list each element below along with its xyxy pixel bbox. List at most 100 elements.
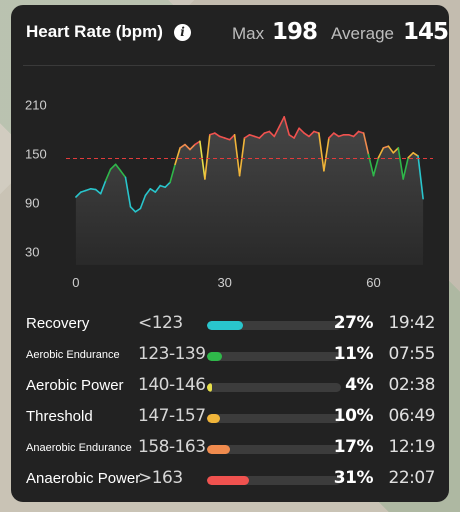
heart-rate-line-segment (99, 179, 107, 195)
heart-rate-line-segment (417, 155, 424, 200)
heart-rate-line-segment (90, 188, 97, 191)
zone-progress-fill (207, 476, 249, 485)
zone-time: 12:19 (388, 437, 436, 457)
heart-rate-line-segment (174, 147, 181, 166)
heart-rate-line-segment (347, 134, 355, 138)
heart-rate-line-segment (263, 130, 271, 134)
heart-rate-line-segment (218, 135, 226, 139)
heart-rate-line-segment (402, 156, 410, 180)
info-icon[interactable]: i (174, 24, 191, 41)
heart-rate-line-segment (268, 130, 276, 138)
heart-rate-line-segment (328, 132, 335, 139)
heart-rate-line-segment (288, 134, 295, 139)
heart-rate-line-segment (323, 137, 330, 172)
zone-range: >163 (138, 468, 183, 488)
y-tick-label: 30 (25, 245, 39, 260)
heart-rate-line-segment (154, 184, 161, 193)
heart-rate-line-segment (352, 130, 360, 138)
zone-progress-fill (207, 445, 230, 454)
zone-name: Threshold (26, 408, 93, 425)
zone-range: 123-139 (138, 344, 206, 364)
heart-rate-line-segment (303, 132, 310, 138)
zone-row: Anaerobic Power >163 31% 22:07 (11, 467, 449, 491)
zone-row: Recovery <123 27% 19:42 (11, 312, 449, 336)
average-label: Average (331, 24, 395, 43)
heart-rate-line-segment (337, 134, 345, 138)
zone-time: 06:49 (388, 406, 436, 426)
zone-percent: 11% (333, 344, 374, 364)
heart-rate-line-segment (124, 176, 132, 208)
zone-percent: 31% (333, 468, 374, 488)
y-tick-label: 90 (25, 196, 39, 211)
heart-rate-line-segment (238, 137, 246, 177)
zone-progress-track (207, 445, 341, 454)
heart-rate-line-segment (75, 191, 82, 198)
zone-time: 02:38 (388, 375, 436, 395)
heart-rate-line-segment (194, 140, 201, 146)
zone-range: 140-146 (138, 375, 206, 395)
heart-rate-line-segment (114, 163, 122, 172)
zone-progress-fill (207, 352, 222, 361)
zone-name: Recovery (26, 315, 90, 332)
heart-rate-line-segment (184, 143, 191, 151)
heart-rate-line-segment (382, 145, 390, 149)
heart-rate-line-segment (248, 134, 256, 138)
y-tick-label: 150 (25, 146, 47, 161)
heart-rate-line-segment (80, 189, 87, 193)
y-tick-label: 210 (25, 97, 47, 112)
zone-progress-fill (207, 383, 213, 392)
heart-rate-line-segment (332, 132, 340, 138)
x-tick-label: 60 (366, 275, 380, 290)
zone-percent: 17% (333, 437, 374, 457)
card-header: Heart Rate (bpm) i Max 198 Average 145 (11, 5, 449, 63)
zone-time: 19:42 (388, 313, 436, 333)
heart-rate-line-segment (387, 145, 395, 154)
heart-rate-line-segment (318, 132, 325, 172)
heart-rate-line-segment (228, 134, 236, 141)
max-label: Max (232, 24, 265, 43)
zone-progress-fill (207, 321, 244, 330)
zone-percent: 4% (345, 375, 373, 395)
heart-rate-line-segment (179, 143, 186, 149)
heart-rate-area (75, 116, 424, 265)
heart-rate-line-segment (293, 127, 300, 139)
zone-name: Aerobic Power (26, 377, 124, 394)
max-value: 198 (272, 19, 318, 45)
heart-rate-line-segment (362, 132, 370, 156)
heart-rate-line-segment (397, 147, 405, 180)
heart-rate-line-segment (412, 152, 419, 157)
heart-rate-line-segment (169, 163, 176, 184)
heart-rate-line-segment (298, 127, 305, 134)
heart-rate-line-segment (372, 156, 380, 177)
heart-rate-line-segment (223, 137, 231, 141)
zone-row: Aerobic Power 140-146 4% 02:38 (11, 374, 449, 398)
zone-name: Anaerobic Endurance (26, 442, 132, 454)
heart-rate-line-segment (253, 135, 261, 139)
heart-rate-line-segment (129, 206, 137, 213)
zone-name: Aerobic Endurance (26, 349, 120, 361)
x-tick-label: 0 (72, 275, 79, 290)
zone-progress-track (207, 352, 341, 361)
heart-rate-line-segment (159, 184, 166, 188)
heart-rate-line-segment (367, 153, 375, 177)
zone-progress-track (207, 383, 341, 392)
zone-row: Threshold 147-157 10% 06:49 (11, 405, 449, 429)
heart-rate-line-segment (149, 188, 157, 193)
heart-rate-line-segment (243, 134, 251, 139)
zone-row: Anaerobic Endurance 158-163 17% 12:19 (11, 436, 449, 460)
heart-rate-line-segment (214, 132, 221, 138)
heart-rate-line-segment (308, 130, 315, 138)
header-divider (23, 65, 435, 66)
zone-progress-fill (207, 414, 221, 423)
heart-rate-line-segment (313, 130, 320, 134)
zone-range: <123 (138, 313, 183, 333)
heart-rate-line-segment (104, 168, 112, 182)
heart-rate-line-segment (258, 132, 266, 139)
heart-rate-line-segment (189, 143, 196, 151)
x-tick-label: 30 (217, 275, 231, 290)
heart-rate-line-segment (273, 125, 281, 138)
zone-range: 147-157 (138, 406, 206, 426)
heart-rate-chart: 210 150 90 30 0 30 60 (25, 97, 433, 290)
heart-rate-line-segment (233, 134, 241, 177)
heart-rate-line-segment (144, 188, 152, 197)
